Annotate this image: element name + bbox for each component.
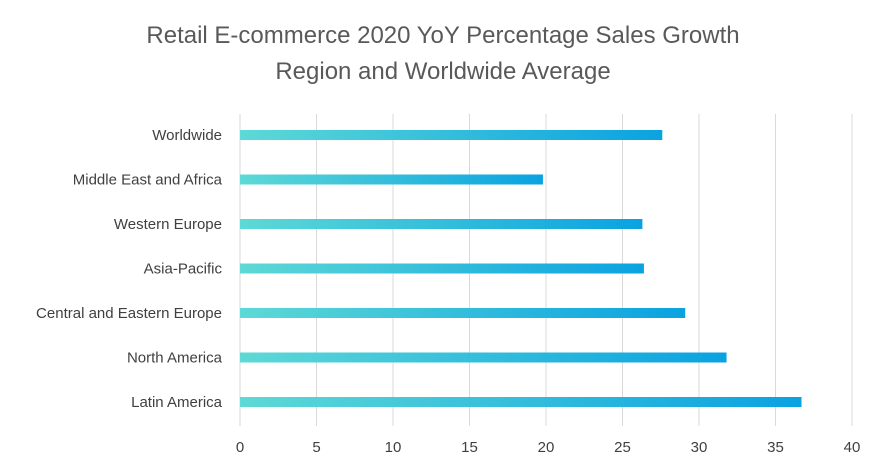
bar-western-europe — [240, 219, 643, 229]
x-tick-label-25: 25 — [614, 439, 631, 456]
bar-north-america — [240, 352, 727, 363]
bar-asia-pacific — [240, 263, 644, 274]
category-label: Western Europe — [114, 216, 222, 233]
category-label: Central and Eastern Europe — [36, 305, 222, 322]
category-label: Latin America — [131, 394, 223, 411]
category-label: Asia-Pacific — [144, 261, 223, 278]
x-tick-label-40: 40 — [844, 439, 861, 456]
chart-subtitle: Region and Worldwide Average — [275, 58, 611, 85]
bar-latin-america — [240, 397, 802, 407]
bar-middle-east-and-africa — [240, 174, 543, 185]
x-tick-label-10: 10 — [385, 439, 402, 456]
bars — [240, 130, 802, 407]
x-tick-label-0: 0 — [236, 439, 244, 456]
category-label: Worldwide — [152, 127, 222, 144]
x-tick-label-35: 35 — [767, 439, 784, 456]
category-label: North America — [127, 350, 223, 367]
bar-central-and-eastern-europe — [240, 308, 686, 318]
x-tick-label-20: 20 — [538, 439, 555, 456]
x-tick-label-15: 15 — [461, 439, 478, 456]
x-tick-label-30: 30 — [691, 439, 708, 456]
x-tick-label-5: 5 — [312, 439, 320, 456]
chart-title: Retail E-commerce 2020 YoY Percentage Sa… — [146, 22, 740, 49]
bar-worldwide — [240, 130, 663, 140]
category-label: Middle East and Africa — [73, 172, 223, 189]
x-axis-tick-labels: 0 5 10 15 20 25 30 35 40 — [236, 439, 861, 456]
category-labels: Worldwide Middle East and Africa Western E… — [36, 127, 223, 411]
